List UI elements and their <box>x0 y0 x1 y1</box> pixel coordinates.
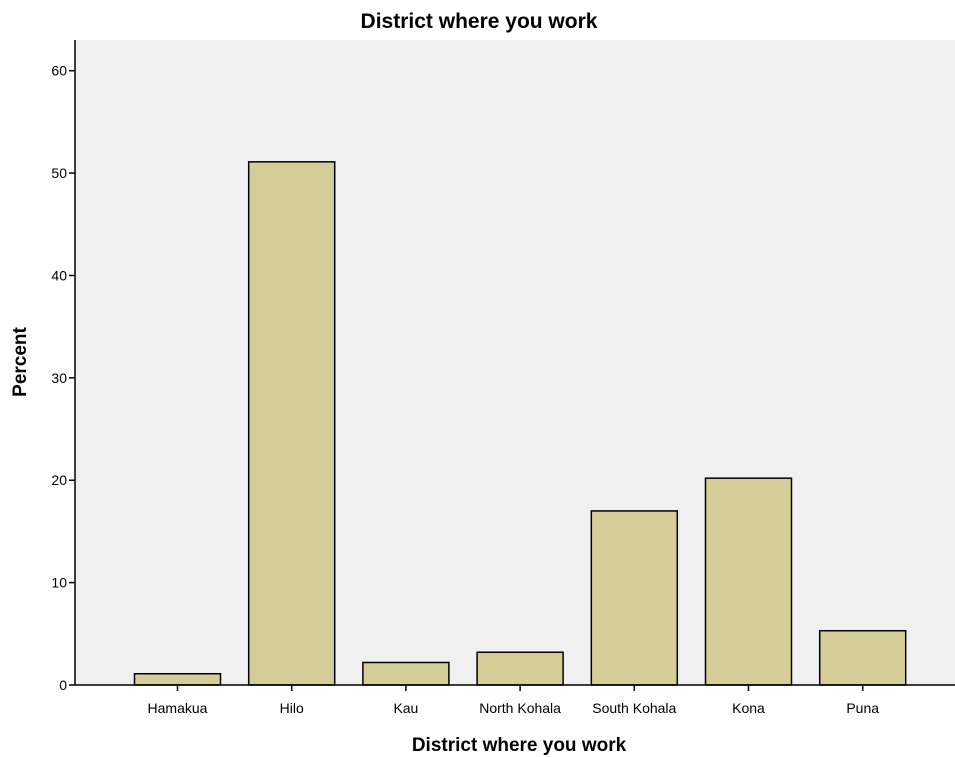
x-tick-label: Hilo <box>280 700 304 716</box>
chart-title: District where you work <box>361 10 598 33</box>
x-tick-label: Puna <box>846 700 879 716</box>
y-axis-ticks: 0 10 20 30 40 50 60 <box>51 63 75 693</box>
bar-north-kohala <box>476 651 564 686</box>
y-tick-label: 10 <box>51 575 67 591</box>
bar-hamakua <box>133 672 222 686</box>
x-tick-label: Kona <box>732 700 765 716</box>
x-axis-ticks: Hamakua Hilo Kau North Kohala South Kohala Ko… <box>148 685 879 716</box>
bar-south-kohala <box>590 510 679 686</box>
bars-group <box>133 161 907 686</box>
y-axis-label: Percent <box>10 326 31 396</box>
bar-kona <box>704 477 793 686</box>
x-axis-label: District where you work <box>412 735 627 756</box>
y-tick-label: 40 <box>51 267 67 283</box>
x-tick-label: Hamakua <box>148 700 208 716</box>
y-tick-label: 50 <box>51 165 67 181</box>
y-tick-label: 30 <box>51 370 67 386</box>
plot-area <box>75 40 955 685</box>
bar-hilo <box>247 161 336 686</box>
x-tick-label: South Kohala <box>592 700 676 716</box>
y-tick-label: 20 <box>51 472 67 488</box>
x-tick-label: North Kohala <box>479 700 561 716</box>
y-tick-label: 60 <box>51 63 67 79</box>
y-tick-label: 0 <box>59 677 67 693</box>
x-tick-label: Kau <box>393 700 418 716</box>
bar-puna <box>818 629 907 686</box>
bar-kau <box>362 661 450 686</box>
